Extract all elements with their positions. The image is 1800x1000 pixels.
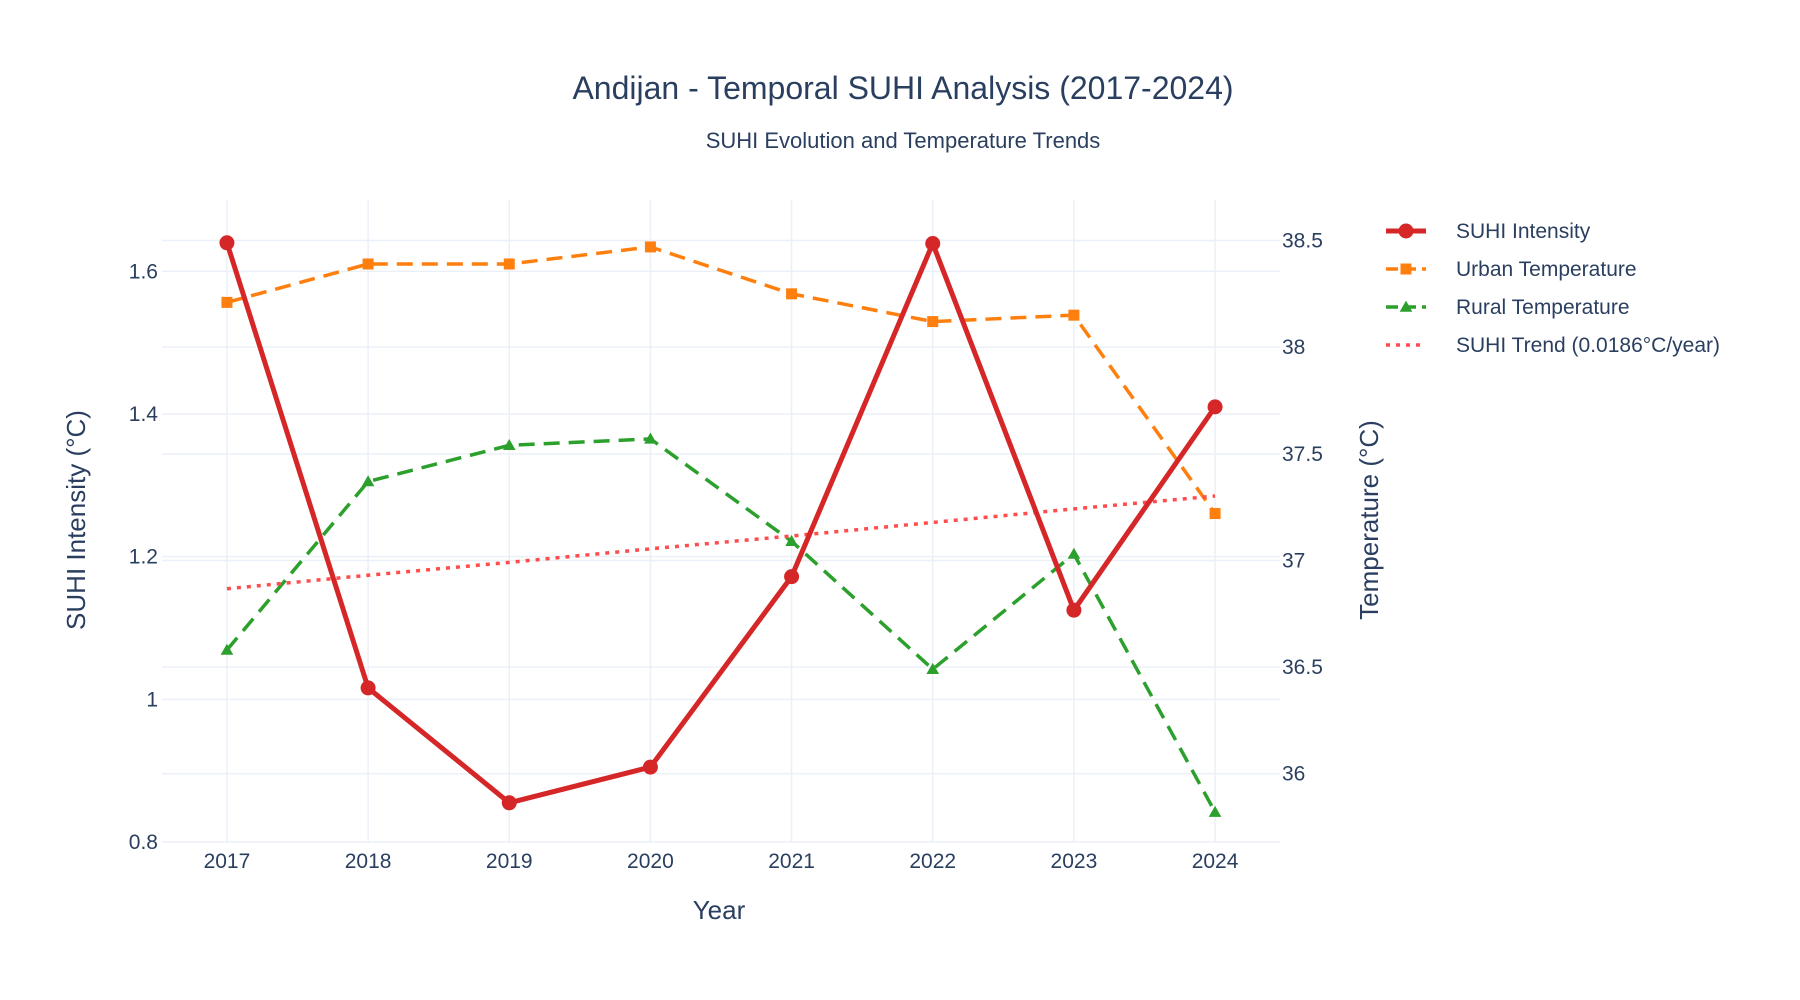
data-point [502, 438, 516, 451]
left-tick-label: 1.4 [129, 403, 159, 426]
legend-item: SUHI Trend (0.0186°C/year) [1386, 334, 1720, 357]
x-tick-label: 2021 [768, 850, 815, 873]
x-tick-label: 2023 [1051, 850, 1098, 873]
x-tick-label: 2019 [486, 850, 533, 873]
right-axis-ticks: 36 36.5 37 37.5 38 38.5 [1282, 230, 1323, 786]
legend-label: Urban Temperature [1456, 258, 1637, 281]
chart-subtitle: SUHI Evolution and Temperature Trends [706, 128, 1101, 153]
legend-label: SUHI Intensity [1456, 220, 1591, 243]
left-tick-label: 0.8 [129, 831, 158, 854]
data-point [361, 475, 375, 487]
left-tick-label: 1 [146, 688, 158, 711]
right-tick-label: 38.5 [1282, 230, 1323, 253]
right-tick-label: 37 [1282, 549, 1305, 572]
legend-swatch-marker [1398, 223, 1414, 239]
data-point [219, 235, 235, 251]
data-point [785, 534, 798, 547]
data-point [644, 432, 657, 444]
legend: SUHI Intensity Urban Temperature Rural Tem… [1386, 220, 1720, 357]
series-line [225, 437, 1217, 813]
right-tick-label: 36.5 [1282, 656, 1323, 679]
data-point [927, 316, 939, 328]
right-tick-label: 36 [1282, 763, 1305, 786]
left-tick-label: 1.2 [129, 546, 158, 569]
data-point [1208, 805, 1222, 817]
x-tick-label: 2024 [1192, 850, 1239, 873]
x-tick-label: 2022 [909, 850, 956, 873]
left-axis-title: SUHI Intensity (°C) [61, 410, 91, 630]
series-line [224, 241, 1218, 806]
data-point [644, 241, 656, 253]
legend-swatch-marker [1399, 300, 1413, 312]
x-tick-label: 2018 [345, 850, 392, 873]
data-point [362, 258, 374, 270]
grid [162, 200, 1280, 843]
right-axis-title: Temperature (°C) [1354, 420, 1384, 620]
legend-swatch-marker [1400, 263, 1412, 275]
data-point [1207, 399, 1223, 415]
chart-title: Andijan - Temporal SUHI Analysis (2017-2… [572, 70, 1233, 106]
legend-label: Rural Temperature [1456, 296, 1630, 319]
data-point [220, 643, 234, 655]
data-point [503, 258, 515, 270]
data-point [501, 795, 517, 811]
data-point [1068, 309, 1080, 321]
legend-item: Rural Temperature [1386, 296, 1630, 319]
series-line [226, 245, 1217, 515]
series-urban-temperature [221, 241, 1221, 520]
right-tick-label: 37.5 [1282, 443, 1323, 466]
series-layer [219, 235, 1223, 817]
legend-item: Urban Temperature [1386, 258, 1637, 281]
data-point [1067, 547, 1081, 559]
legend-item: SUHI Intensity [1386, 220, 1591, 243]
x-tick-label: 2017 [204, 850, 251, 873]
data-point [221, 296, 233, 308]
data-point [642, 759, 658, 775]
x-axis-ticks: 2017 2018 2019 2020 2021 2022 2023 2024 [204, 850, 1239, 873]
series-suhi-trend-0-0186-c-year [226, 494, 1216, 591]
data-point [926, 662, 940, 674]
series-suhi-intensity [219, 235, 1223, 811]
data-point [925, 236, 941, 252]
series-rural-temperature [220, 432, 1222, 817]
left-axis-ticks: 0.8 1 1.2 1.4 1.6 [129, 260, 159, 854]
series-line [226, 494, 1216, 591]
data-point [786, 288, 798, 300]
x-axis-title: Year [693, 895, 746, 925]
right-tick-label: 38 [1282, 336, 1305, 359]
data-point [784, 569, 800, 585]
data-point [1066, 602, 1082, 618]
data-point [1209, 508, 1221, 520]
left-tick-label: 1.6 [129, 260, 158, 283]
data-point [360, 680, 376, 696]
legend-label: SUHI Trend (0.0186°C/year) [1456, 334, 1720, 357]
x-tick-label: 2020 [627, 850, 674, 873]
